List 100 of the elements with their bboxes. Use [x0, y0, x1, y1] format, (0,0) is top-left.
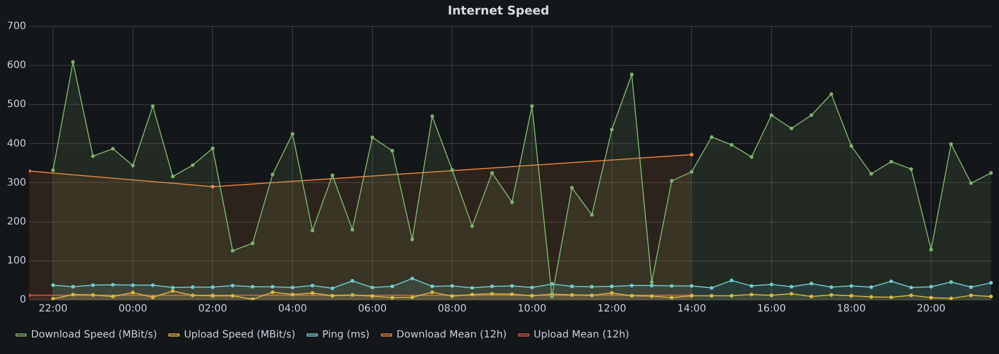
x-tick-label: 08:00	[438, 304, 467, 315]
point	[750, 155, 754, 159]
point	[91, 283, 95, 287]
point	[830, 285, 834, 289]
point	[71, 60, 75, 64]
point	[270, 284, 274, 289]
point	[530, 286, 534, 290]
point	[670, 296, 674, 300]
point	[949, 280, 953, 284]
point	[410, 295, 414, 300]
point	[310, 291, 314, 295]
point	[550, 294, 554, 298]
point	[850, 284, 854, 288]
x-tick-label: 02:00	[198, 304, 228, 315]
point	[190, 285, 195, 289]
point	[51, 283, 55, 287]
point	[470, 286, 474, 290]
legend-label: Upload Speed (MBit/s)	[184, 330, 296, 341]
y-tick-label: 400	[6, 138, 26, 150]
point	[989, 171, 993, 175]
point	[690, 284, 694, 288]
point	[490, 171, 494, 175]
point	[670, 284, 674, 288]
point	[889, 279, 894, 284]
point	[510, 284, 514, 288]
point	[909, 286, 913, 290]
point	[530, 294, 534, 298]
point	[111, 294, 115, 298]
point	[111, 282, 115, 287]
point	[250, 284, 254, 289]
point	[131, 164, 135, 168]
point	[929, 248, 933, 252]
point	[370, 136, 374, 140]
point	[330, 294, 334, 298]
point	[310, 284, 314, 288]
point	[670, 178, 674, 183]
point	[170, 286, 175, 290]
point	[889, 160, 894, 164]
point	[390, 148, 394, 152]
point	[51, 168, 55, 172]
point	[230, 248, 234, 253]
point	[810, 282, 814, 286]
point	[151, 283, 155, 287]
point	[730, 278, 734, 282]
point	[91, 154, 95, 158]
y-tick-label: 500	[6, 99, 26, 110]
point	[710, 286, 714, 290]
legend-label: Download Speed (MBit/s)	[31, 330, 158, 341]
point	[969, 181, 973, 185]
point	[350, 228, 354, 232]
point	[230, 294, 234, 298]
point	[909, 294, 913, 298]
x-tick-label: 18:00	[836, 304, 866, 315]
point	[570, 186, 574, 190]
point	[750, 292, 754, 296]
point	[790, 284, 794, 289]
point	[71, 284, 75, 289]
point	[949, 296, 953, 300]
point	[590, 294, 594, 298]
point	[770, 113, 774, 117]
point	[969, 285, 973, 289]
point	[230, 284, 234, 288]
point	[350, 293, 354, 297]
point	[410, 238, 414, 242]
point	[91, 293, 95, 297]
point	[410, 276, 414, 280]
point	[730, 294, 734, 298]
point	[450, 168, 454, 172]
x-tick-label: 00:00	[118, 304, 148, 315]
point	[510, 292, 514, 296]
point	[889, 295, 894, 300]
point	[790, 292, 794, 296]
point	[929, 296, 933, 300]
point	[630, 284, 634, 288]
point	[770, 294, 774, 298]
point	[510, 200, 514, 204]
point	[770, 282, 774, 286]
point	[190, 294, 195, 298]
point	[370, 286, 374, 290]
y-tick-label: 200	[6, 216, 26, 228]
point	[290, 132, 294, 136]
point	[490, 292, 494, 296]
point	[610, 284, 614, 288]
point	[290, 292, 294, 296]
point	[350, 279, 354, 283]
point	[989, 281, 993, 285]
point	[869, 172, 874, 176]
point	[610, 128, 614, 132]
y-tick-label: 600	[6, 60, 26, 72]
point	[690, 170, 694, 174]
y-tick-label: 100	[6, 256, 26, 267]
x-tick-label: 14:00	[677, 304, 706, 315]
point	[630, 294, 634, 298]
legend-label: Ping (ms)	[322, 330, 370, 341]
point	[730, 143, 734, 147]
point	[830, 92, 834, 96]
y-tick-label: 700	[6, 20, 26, 32]
point	[370, 294, 374, 298]
x-tick-label: 06:00	[358, 304, 387, 315]
legend-label: Upload Mean (12h)	[534, 330, 630, 341]
